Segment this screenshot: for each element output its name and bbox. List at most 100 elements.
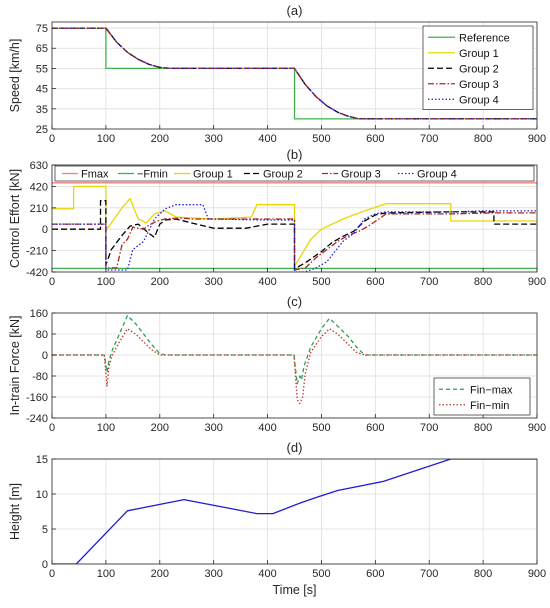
chart-panel-3: 0 100 200 300 400 500 600 700 800 900 -240 -160 -80 0…: [8, 294, 546, 434]
y-tick-label: -80: [32, 371, 48, 383]
x-tick-label: 900: [528, 568, 546, 580]
series-group: [52, 314, 537, 405]
series-line-fin-max: [52, 314, 537, 385]
x-tick-label: 300: [204, 568, 222, 580]
legend: Fmax −Fmin Group 1 Group 2 Group 3 Group 4: [54, 165, 535, 182]
y-tick-label: 5: [42, 524, 48, 536]
x-tick-label: 600: [366, 422, 384, 434]
series-group: [52, 182, 537, 272]
x-tick-label: 400: [258, 568, 276, 580]
legend-box: [54, 165, 535, 182]
x-tick-label: 0: [49, 422, 55, 434]
x-tick-label: 800: [474, 276, 492, 288]
x-tick-label: 200: [151, 133, 169, 145]
y-tick-label: 630: [30, 160, 48, 172]
y-axis-label: Control Effort [kN]: [8, 169, 22, 268]
x-tick-label: 600: [366, 276, 384, 288]
x-tick-label: 900: [528, 133, 546, 145]
axes-frame: [51, 21, 538, 130]
axes-frame: [51, 312, 538, 419]
y-tick-label: 0: [42, 350, 48, 362]
series-line-1: [52, 459, 537, 564]
series-line-group-1: [52, 185, 537, 267]
series-line-group-3: [52, 212, 537, 271]
y-tick-label: 80: [36, 329, 48, 341]
x-tick-label: 0: [49, 133, 55, 145]
x-tick-label: 300: [204, 276, 222, 288]
chart-panel-2: 0 100 200 300 400 500 600 700 800 900 -420 -210 0 210…: [8, 147, 546, 288]
x-tick-label: 200: [151, 568, 169, 580]
y-tick-label: -210: [26, 246, 48, 258]
y-tick-label: 45: [36, 84, 48, 96]
legend-label: Group 2: [459, 63, 499, 75]
x-tick-label: 100: [97, 133, 115, 145]
x-tick-label: 600: [366, 568, 384, 580]
legend: Fin−max Fin−min: [433, 377, 531, 416]
y-tick-label: 210: [30, 203, 48, 215]
plot-area: [52, 459, 537, 564]
legend-label: −Fmin: [137, 169, 168, 181]
x-tick-label: 500: [312, 276, 330, 288]
x-tick-label: 900: [528, 276, 546, 288]
x-tick-label: 100: [97, 568, 115, 580]
chart-panel-4: 0 100 200 300 400 500 600 700 800 900 0 5 10 15 (d) Hei…: [8, 440, 546, 597]
chart-title: (c): [287, 294, 302, 309]
series-group: [52, 459, 537, 564]
legend-label: Fin−max: [470, 384, 513, 396]
x-tick-label: 600: [366, 133, 384, 145]
legend-label: Group 1: [459, 48, 499, 60]
y-tick-label: -240: [26, 413, 48, 425]
y-tick-label: 35: [36, 104, 48, 116]
chart-title: (a): [287, 3, 303, 18]
y-tick-label: 65: [36, 43, 48, 55]
y-tick-label: -160: [26, 392, 48, 404]
x-tick-label: 800: [474, 422, 492, 434]
y-axis-label: Speed [km/h]: [8, 39, 22, 113]
y-tick-label: 160: [30, 308, 48, 320]
legend-label: Group 3: [341, 169, 381, 181]
x-tick-label: 900: [528, 422, 546, 434]
y-tick-label: -420: [26, 267, 48, 279]
chart-title: (d): [287, 440, 303, 455]
y-tick-label: 75: [36, 23, 48, 35]
x-tick-label: 700: [420, 422, 438, 434]
legend-label: Group 4: [459, 94, 499, 106]
y-axis-label: Height [m]: [8, 483, 22, 540]
x-tick-label: 100: [97, 276, 115, 288]
x-tick-label: 0: [49, 276, 55, 288]
x-tick-label: 700: [420, 568, 438, 580]
x-tick-label: 500: [312, 133, 330, 145]
axes-frame: [51, 164, 538, 273]
series-line-group-3: [52, 27, 537, 120]
x-tick-label: 400: [258, 276, 276, 288]
chart-panel-1: 0 100 200 300 400 500 600 700 800 900 25 35 45 55 65 75…: [8, 3, 546, 145]
x-tick-label: 0: [49, 568, 55, 580]
x-tick-label: 500: [312, 568, 330, 580]
y-tick-label: 0: [42, 559, 48, 571]
legend-label: Fmax: [81, 169, 109, 181]
x-tick-label: 500: [312, 422, 330, 434]
chart-title: (b): [287, 147, 303, 162]
x-tick-label: 300: [204, 422, 222, 434]
y-tick-label: 10: [36, 489, 48, 501]
legend: Reference Group 1 Group 2 Group 3 Group 4: [422, 25, 534, 110]
y-tick-label: 0: [42, 224, 48, 236]
series-group: [52, 27, 537, 120]
series-line-fin-min: [52, 328, 537, 405]
axes-frame: [51, 458, 538, 565]
legend-label: Group 4: [417, 169, 457, 181]
y-tick-label: 420: [30, 181, 48, 193]
y-tick-label: 15: [36, 454, 48, 466]
x-tick-label: 700: [420, 276, 438, 288]
legend-label: Fin−min: [470, 400, 509, 412]
x-tick-label: 200: [151, 276, 169, 288]
x-axis-label: Time [s]: [273, 583, 317, 597]
legend-label: Group 1: [193, 169, 233, 181]
x-tick-label: 400: [258, 133, 276, 145]
y-tick-label: 55: [36, 63, 48, 75]
x-tick-label: 200: [151, 422, 169, 434]
legend-label: Reference: [459, 32, 510, 44]
legend-box: [433, 377, 531, 416]
y-axis-label: In-train Force [kN]: [8, 315, 22, 415]
